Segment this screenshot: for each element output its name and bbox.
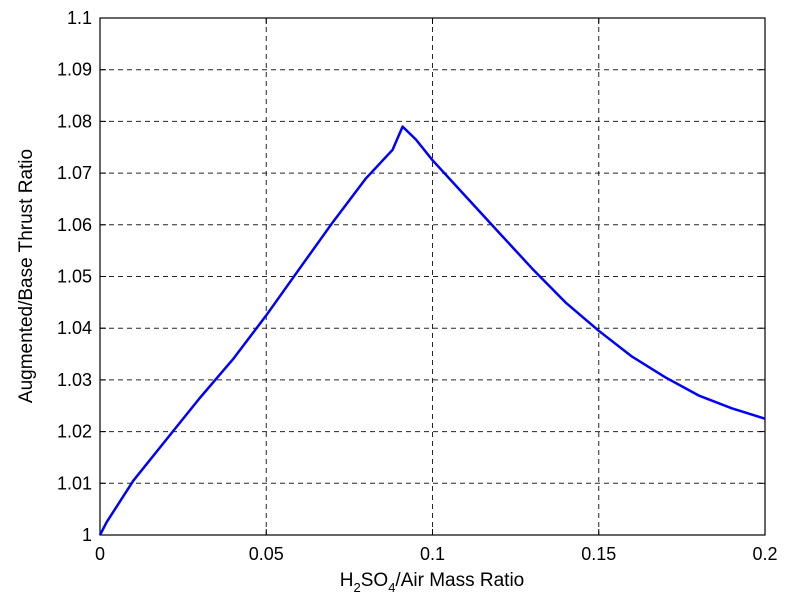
x-tick-label: 0.15	[581, 544, 616, 564]
y-tick-label: 1.04	[57, 318, 92, 338]
y-axis-label: Augmented/Base Thrust Ratio	[16, 149, 37, 403]
series-layer	[98, 125, 766, 536]
y-tick-label: 1.02	[57, 422, 92, 442]
y-tick-label: 1.05	[57, 267, 92, 287]
x-tick-label: 0	[95, 544, 105, 564]
x-tick-label: 0.2	[752, 544, 777, 564]
grid	[100, 18, 765, 535]
y-tick-label: 1.06	[57, 215, 92, 235]
x-tick-label: 0.05	[249, 544, 284, 564]
x-tick-label: 0.1	[420, 544, 445, 564]
x-tick-labels: 0 0.05 0.1 0.15 0.2	[95, 544, 778, 564]
y-tick-label: 1	[82, 525, 92, 545]
x-axis-label: H2SO4/Air Mass Ratio	[340, 570, 524, 595]
y-tick-label: 1.07	[57, 163, 92, 183]
y-tick-label: 1.09	[57, 60, 92, 80]
plot-frame	[99, 17, 766, 536]
y-tick-label: 1.08	[57, 111, 92, 131]
series-line	[98, 125, 766, 536]
y-tick-label: 1.03	[57, 370, 92, 390]
y-tick-label: 1.01	[57, 473, 92, 493]
y-tick-labels: 1 1.01 1.02 1.03 1.04 1.05 1.06 1.07 1.08 1.09 1.1	[57, 8, 92, 545]
y-tick-label: 1.1	[67, 8, 92, 28]
